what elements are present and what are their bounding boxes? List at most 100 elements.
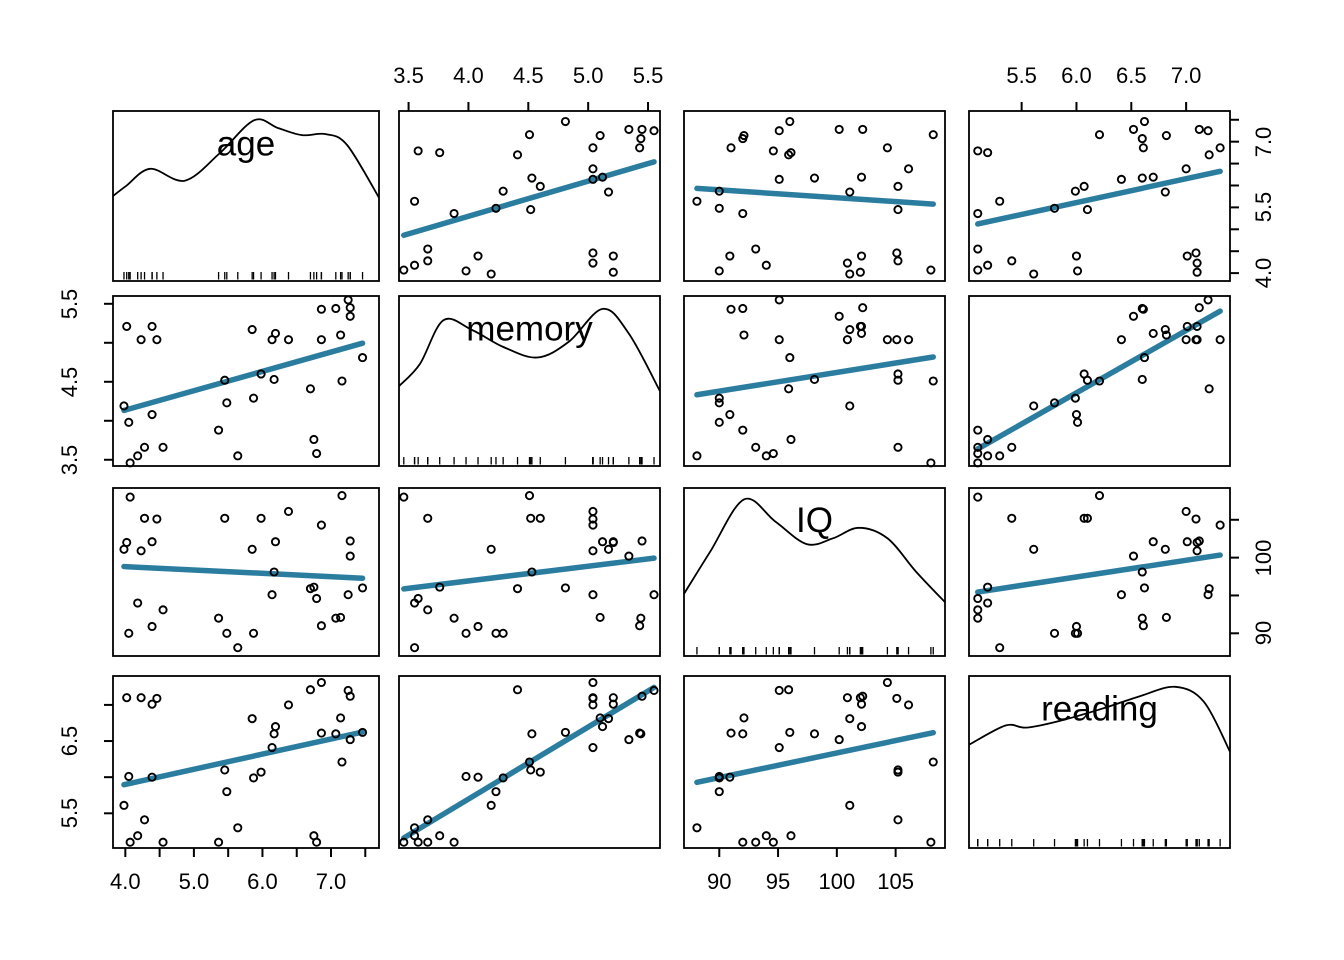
data-point xyxy=(588,514,598,524)
data-point xyxy=(147,537,157,547)
data-point xyxy=(973,425,983,435)
data-point xyxy=(1160,544,1170,554)
tick-label-reading: 5.5 xyxy=(1006,63,1037,88)
tick-label-IQ: 95 xyxy=(765,869,791,894)
data-point xyxy=(1204,584,1214,594)
density-curve-IQ xyxy=(683,497,946,603)
data-point xyxy=(786,148,796,158)
data-point xyxy=(1137,374,1147,384)
data-point xyxy=(637,536,647,546)
data-point xyxy=(524,491,535,501)
data-point xyxy=(692,196,702,206)
data-point xyxy=(973,448,983,459)
data-point xyxy=(714,771,724,782)
data-point xyxy=(726,728,736,738)
data-point xyxy=(316,728,326,738)
data-point xyxy=(139,442,150,452)
data-point xyxy=(269,374,279,384)
data-point xyxy=(882,143,892,153)
data-point xyxy=(305,685,315,695)
data-point xyxy=(214,837,224,847)
data-point xyxy=(1181,335,1191,345)
panel-border xyxy=(683,487,946,657)
data-point xyxy=(1137,567,1147,577)
data-point xyxy=(1192,267,1202,277)
data-point xyxy=(316,520,326,530)
data-point xyxy=(222,787,232,797)
data-point xyxy=(1128,311,1139,321)
data-point xyxy=(739,330,749,340)
data-point xyxy=(1204,384,1214,394)
tick-label-age: 7.0 xyxy=(1251,126,1276,157)
regression-line-age-vs-reading xyxy=(975,168,1223,227)
data-point xyxy=(809,173,820,183)
data-point xyxy=(637,691,647,701)
data-point xyxy=(636,134,646,144)
data-point xyxy=(751,244,761,254)
data-point xyxy=(270,328,281,338)
data-point xyxy=(1192,321,1202,331)
data-point xyxy=(247,544,257,554)
data-point xyxy=(122,693,132,703)
data-point xyxy=(995,196,1005,206)
regression-line-IQ-vs-age xyxy=(121,563,366,581)
data-point xyxy=(785,116,795,127)
data-point xyxy=(714,266,724,276)
data-point xyxy=(1138,143,1148,153)
data-point xyxy=(1182,251,1192,261)
data-point xyxy=(784,685,794,695)
data-point xyxy=(1082,375,1092,385)
data-point xyxy=(305,384,315,394)
data-point xyxy=(214,425,224,435)
data-point xyxy=(345,536,355,546)
data-point xyxy=(248,773,259,783)
data-point xyxy=(147,772,157,782)
data-point xyxy=(449,208,459,219)
data-point xyxy=(1181,164,1191,174)
data-point xyxy=(337,757,347,767)
data-point xyxy=(1049,628,1060,638)
data-point xyxy=(1071,409,1082,420)
data-point xyxy=(147,699,157,709)
data-point xyxy=(1029,269,1039,279)
data-point xyxy=(1160,324,1170,335)
data-point xyxy=(624,735,634,745)
data-point xyxy=(423,256,433,266)
data-point xyxy=(714,787,724,797)
data-point xyxy=(882,335,892,345)
density-curve-age xyxy=(112,118,380,199)
data-point xyxy=(739,713,749,723)
data-point xyxy=(928,130,938,140)
data-point xyxy=(842,693,852,703)
data-point xyxy=(1094,130,1105,140)
regression-line-reading-vs-age xyxy=(121,729,366,788)
data-point xyxy=(345,735,355,745)
data-point xyxy=(491,628,501,638)
data-point xyxy=(973,492,983,502)
data-point xyxy=(1192,546,1202,556)
data-point xyxy=(1029,544,1039,554)
data-point xyxy=(1029,401,1039,411)
panel-border xyxy=(683,295,946,467)
data-point xyxy=(608,693,618,703)
data-point xyxy=(535,513,545,523)
data-point xyxy=(524,130,535,140)
data-point xyxy=(1194,124,1204,134)
data-point xyxy=(973,208,983,219)
data-point xyxy=(122,537,132,548)
data-point xyxy=(1161,130,1171,141)
data-point xyxy=(1116,335,1126,345)
data-point xyxy=(1160,187,1170,197)
data-point xyxy=(714,398,724,408)
data-point xyxy=(588,506,598,517)
data-point xyxy=(449,613,459,623)
data-point xyxy=(774,295,784,305)
data-point xyxy=(345,303,355,313)
data-point xyxy=(527,173,537,183)
data-point xyxy=(856,172,867,182)
data-point xyxy=(345,311,355,321)
panel-border xyxy=(968,110,1231,282)
data-point xyxy=(449,837,459,847)
data-point xyxy=(624,551,634,561)
data-point xyxy=(283,506,294,517)
